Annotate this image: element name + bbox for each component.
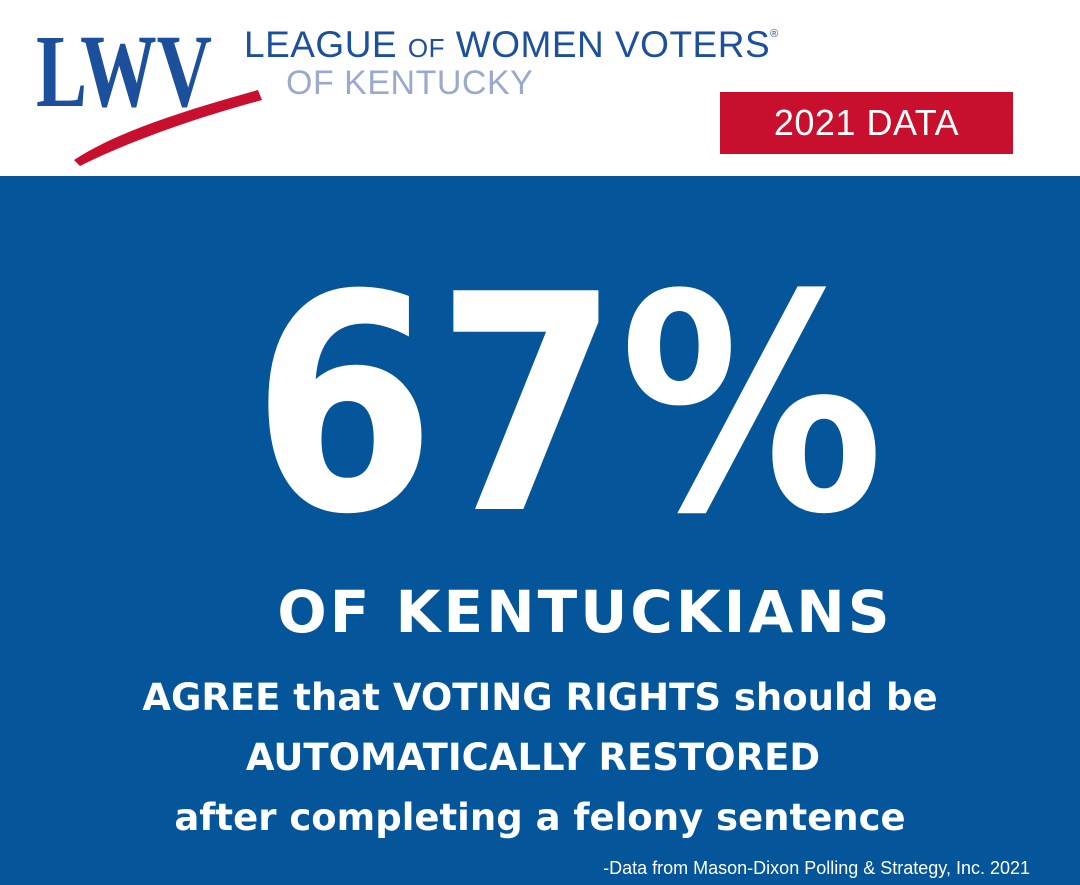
org-name-line2: OF KENTUCKY [286,64,534,102]
headline: OF KENTUCKIANS [277,578,893,646]
stat-panel [0,176,1080,885]
stat-value: 67% [0,199,1080,539]
header: LWV LEAGUE OF WOMEN VOTERS® OF KENTUCKY … [0,0,1080,176]
statement-line: after completing a felony sentence [174,796,906,839]
lwv-logo: LWV [36,14,266,169]
svg-text:LWV: LWV [36,14,212,129]
statement-line: AGREE that VOTING RIGHTS should be [142,676,938,719]
org-name-line1: LEAGUE OF WOMEN VOTERS® [244,24,779,65]
stat-value-text: 67% [252,231,884,539]
source-citation: -Data from Mason-Dixon Polling & Strateg… [603,858,1030,878]
year-badge: 2021 DATA [720,92,1013,154]
year-badge-label: 2021 DATA [773,102,960,143]
statement-line: AUTOMATICALLY RESTORED [245,736,821,779]
